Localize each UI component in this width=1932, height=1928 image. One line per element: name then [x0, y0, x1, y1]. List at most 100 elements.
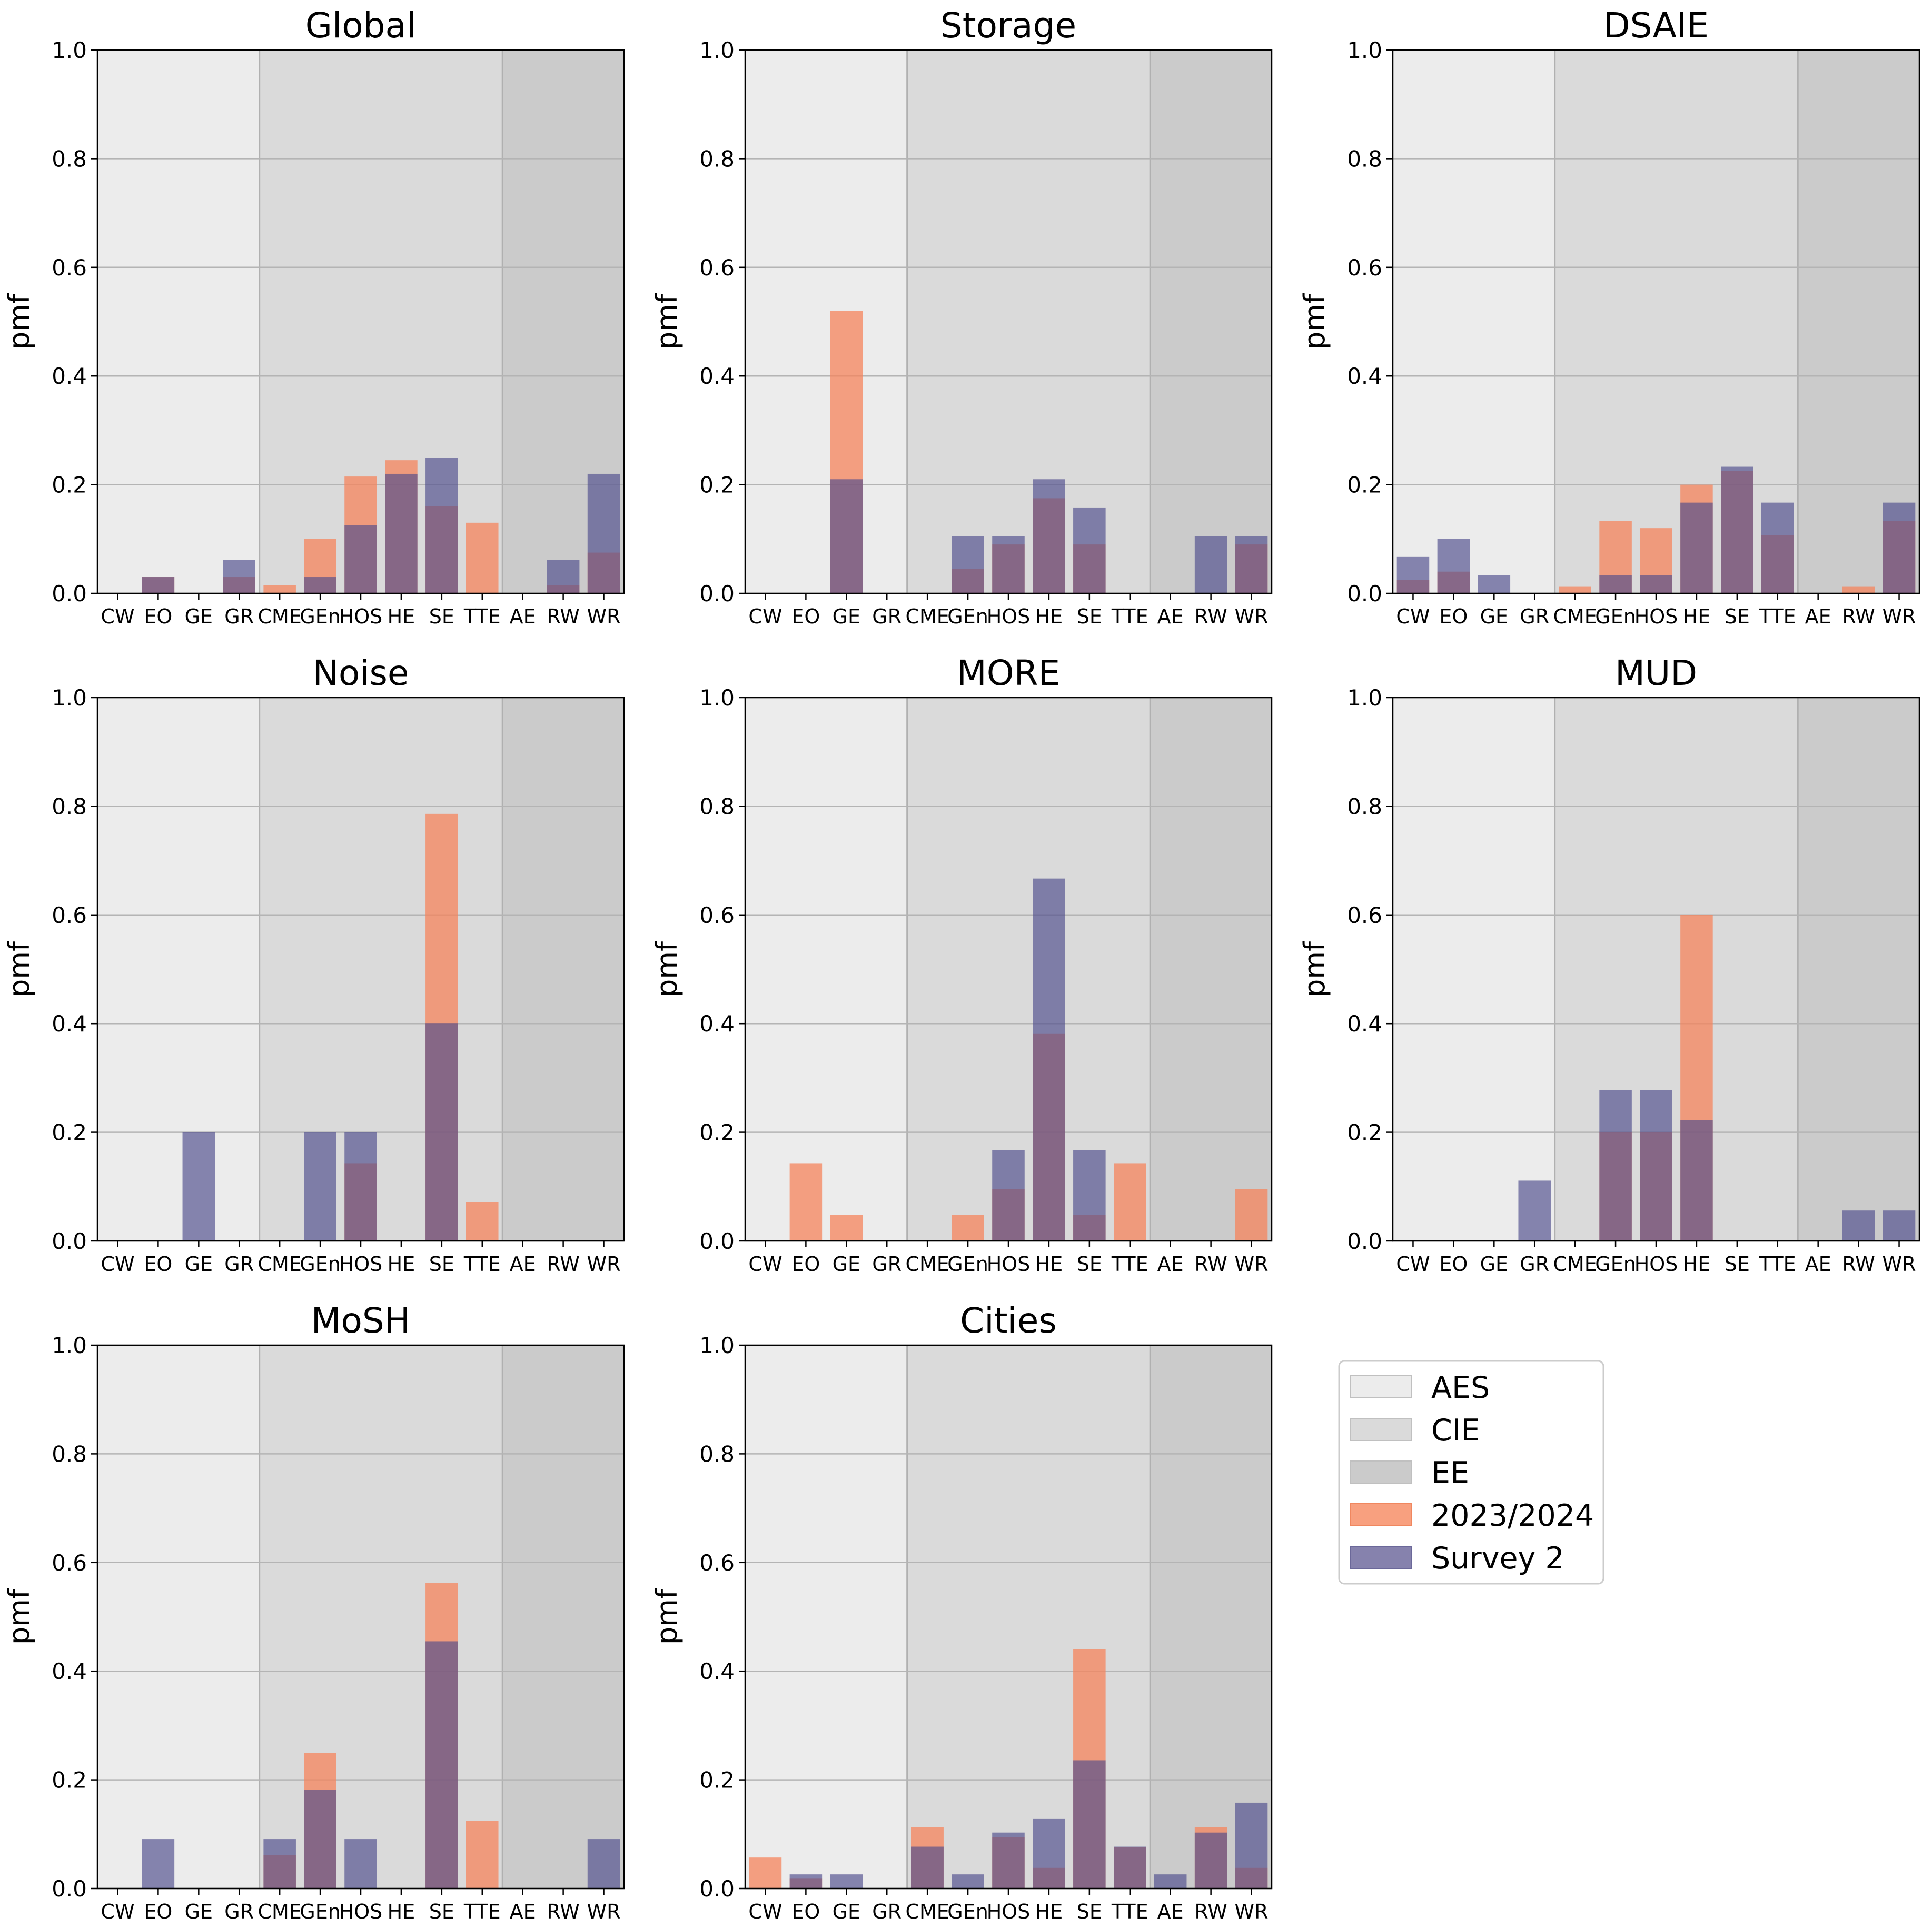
x-tick-label: TTE: [1111, 1900, 1148, 1923]
x-tick-label: EO: [791, 605, 820, 628]
x-tick-label: GR: [872, 1253, 901, 1276]
bar-survey-2-ge: [182, 1132, 215, 1241]
x-tick-label: GEn: [947, 605, 988, 628]
x-tick-label: AE: [1805, 1253, 1831, 1276]
x-tick-label: AE: [1157, 605, 1184, 628]
x-tick-label: HE: [1035, 605, 1063, 628]
bar-survey-2-he: [1033, 479, 1065, 593]
x-tick-label: RW: [1194, 1253, 1227, 1276]
x-tick-label: TTE: [1111, 1253, 1148, 1276]
bar-survey-2-eo: [142, 1839, 175, 1889]
x-tick-label: EO: [144, 1900, 172, 1923]
region-band-ee: [1150, 698, 1272, 1241]
x-tick-label: HOS: [987, 605, 1031, 628]
y-tick-label: 0.4: [52, 1658, 87, 1684]
bar-year-2023-2024-tte: [466, 1821, 499, 1889]
region-band-ee: [1150, 50, 1272, 593]
x-tick-label: TTE: [463, 1253, 501, 1276]
y-tick-label: 0.0: [52, 1876, 87, 1902]
y-tick-label: 1.0: [1347, 37, 1382, 63]
x-tick-label: RW: [547, 1253, 579, 1276]
bar-survey-2-wr: [1883, 502, 1916, 593]
x-tick-label: SE: [429, 605, 454, 628]
x-tick-label: EO: [1439, 1253, 1468, 1276]
y-tick-label: 0.8: [1347, 146, 1382, 172]
x-tick-label: CME: [1553, 605, 1597, 628]
x-tick-label: GR: [872, 605, 901, 628]
y-tick-label: 0.2: [52, 1120, 87, 1146]
x-tick-label: CME: [257, 1253, 301, 1276]
x-tick-label: RW: [547, 1900, 579, 1923]
y-axis-label: pmf: [650, 1588, 683, 1645]
y-axis-label: pmf: [3, 1588, 36, 1645]
x-tick-label: AE: [510, 605, 536, 628]
x-tick-label: HOS: [987, 1253, 1031, 1276]
x-tick-label: GEn: [300, 605, 341, 628]
legend-label: EE: [1431, 1456, 1469, 1490]
x-tick-label: GEn: [1595, 1253, 1636, 1276]
x-tick-label: CME: [905, 605, 949, 628]
bar-survey-2-ge: [830, 479, 863, 593]
region-band-aes: [745, 1345, 907, 1889]
y-axis-label: pmf: [650, 940, 683, 997]
region-band-ee: [1150, 1345, 1272, 1889]
y-tick-label: 0.6: [1347, 902, 1382, 928]
y-tick-label: 0.0: [1347, 581, 1382, 607]
region-band-aes: [1393, 698, 1555, 1241]
legend-swatch: [1350, 1546, 1412, 1569]
bar-survey-2-gen: [952, 1874, 984, 1889]
bar-survey-2-se: [425, 1641, 458, 1889]
bar-survey-2-se: [425, 1023, 458, 1241]
bar-year-2023-2024-eo: [789, 1163, 823, 1241]
bar-survey-2-wr: [587, 473, 620, 593]
x-tick-label: EO: [791, 1900, 820, 1923]
bar-survey-2-ae: [1154, 1874, 1187, 1889]
bar-survey-2-he: [1033, 1818, 1065, 1889]
bar-survey-2-he: [1033, 878, 1065, 1241]
y-tick-label: 1.0: [52, 685, 87, 711]
legend-swatch: [1350, 1375, 1412, 1398]
bar-survey-2-ge: [1478, 575, 1511, 593]
y-tick-label: 0.2: [699, 1120, 735, 1146]
x-tick-label: WR: [587, 1900, 621, 1923]
chart-title: MUD: [1615, 653, 1697, 693]
region-band-ee: [502, 1345, 624, 1889]
x-tick-label: SE: [429, 1253, 454, 1276]
x-tick-label: SE: [1077, 605, 1102, 628]
bar-survey-2-gen: [1599, 1090, 1632, 1241]
x-tick-label: GEn: [947, 1900, 988, 1923]
x-tick-label: WR: [1235, 1900, 1269, 1923]
y-tick-label: 0.0: [1347, 1228, 1382, 1254]
y-tick-label: 0.2: [52, 472, 87, 498]
y-tick-label: 0.2: [699, 1767, 735, 1793]
legend-swatch: [1350, 1503, 1412, 1526]
x-tick-label: GE: [185, 1900, 213, 1923]
bar-survey-2-cw: [1396, 556, 1430, 593]
y-tick-label: 0.8: [1347, 793, 1382, 819]
x-tick-label: GR: [872, 1900, 901, 1923]
bar-survey-2-cme: [263, 1839, 296, 1889]
bar-survey-2-gr: [223, 560, 255, 593]
x-tick-label: CW: [101, 1253, 134, 1276]
x-tick-label: SE: [1077, 1900, 1102, 1923]
x-tick-label: AE: [510, 1900, 536, 1923]
x-tick-label: HE: [388, 1900, 415, 1923]
bar-survey-2-eo: [142, 577, 175, 593]
y-axis-label: pmf: [650, 293, 683, 350]
x-tick-label: SE: [1077, 1253, 1102, 1276]
bar-survey-2-gen: [304, 577, 336, 593]
x-tick-label: CW: [101, 605, 134, 628]
y-tick-label: 0.6: [52, 255, 87, 281]
x-tick-label: GR: [224, 1900, 254, 1923]
y-axis-label: pmf: [3, 293, 36, 350]
chart-title: Global: [305, 5, 417, 46]
x-tick-label: HOS: [1634, 605, 1678, 628]
x-tick-label: HE: [1035, 1253, 1063, 1276]
x-tick-label: TTE: [1111, 605, 1148, 628]
region-band-cie: [907, 1345, 1151, 1889]
bar-survey-2-wr: [587, 1839, 620, 1889]
region-band-cie: [907, 50, 1151, 593]
